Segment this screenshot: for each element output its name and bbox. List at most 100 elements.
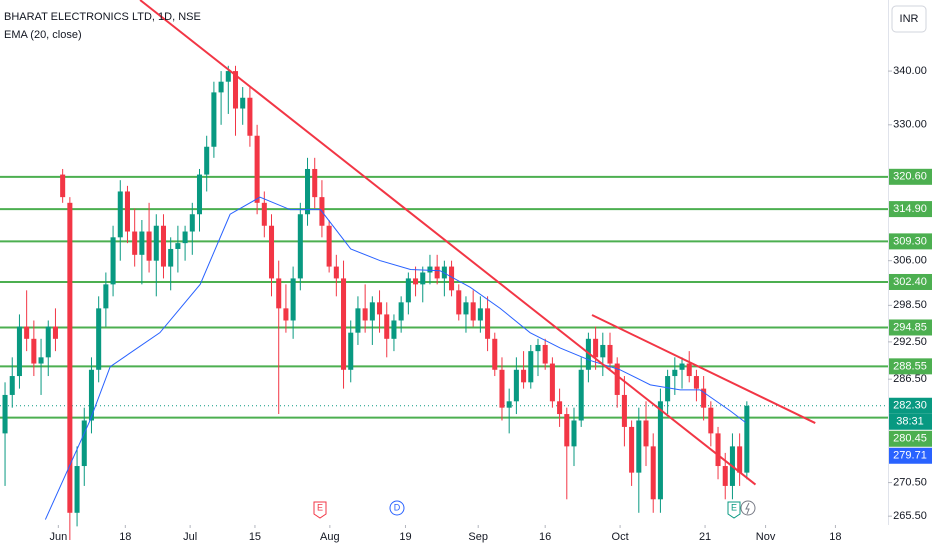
candle-body (506, 401, 512, 408)
countdown-tag-text: 38:31 (896, 416, 924, 428)
candle-body (326, 225, 332, 267)
candle-body (665, 376, 671, 402)
level-tag-text: 294.85 (893, 321, 927, 333)
candle-body (81, 420, 87, 467)
price-tag (889, 397, 932, 414)
level-tag-text: 309.30 (893, 235, 927, 247)
x-tick-label: 18 (119, 531, 131, 543)
level-tag (889, 273, 932, 290)
y-tick-label: 330.00 (893, 119, 927, 131)
candle-body (2, 394, 8, 434)
candle-body (297, 214, 303, 279)
x-tick-label: 18 (829, 531, 841, 543)
candle-body (369, 302, 375, 321)
currency-label: INR (900, 13, 919, 25)
candle-body (333, 266, 339, 279)
candle-body (9, 376, 15, 395)
candle-body (405, 278, 411, 303)
event-label: D (394, 502, 401, 512)
level-tag (889, 233, 932, 250)
level-tag-text: 314.90 (893, 203, 927, 215)
ema-tag-text: 279.71 (893, 450, 927, 462)
candle-body (614, 363, 620, 395)
candle-body (341, 278, 347, 370)
indicator-label: EMA (20, close) (4, 29, 82, 41)
event-label: E (317, 502, 323, 512)
candle-body (348, 332, 354, 370)
candle-body (686, 363, 692, 377)
candle-body (542, 344, 548, 364)
level-tag (889, 168, 932, 185)
candle-body (722, 466, 728, 486)
candle-body (16, 326, 22, 377)
candle-body (701, 388, 707, 408)
trendline (591, 314, 816, 424)
candle-body (196, 174, 203, 215)
x-tick-label: Aug (320, 531, 340, 543)
candle-body (160, 225, 167, 267)
candle-body (737, 446, 743, 473)
candle-body (67, 202, 73, 513)
candle-body (521, 369, 527, 383)
candle-body (88, 369, 94, 421)
event-icon[interactable]: D (389, 500, 405, 516)
level-tag-text: 288.55 (893, 360, 927, 372)
candle-body (578, 369, 584, 421)
candle-body (117, 191, 123, 238)
candle-body (96, 308, 102, 370)
trendline (139, 0, 757, 486)
candle-body (232, 71, 239, 109)
candle-body (377, 302, 383, 315)
candle-body (693, 376, 699, 389)
candle-body (261, 202, 267, 226)
level-tag (889, 430, 932, 447)
candle-body (499, 369, 505, 408)
level-tag (889, 319, 932, 336)
y-tick-label: 298.50 (893, 299, 927, 311)
candle-body (715, 433, 721, 467)
candle-body (593, 338, 599, 358)
y-tick-label: 306.00 (893, 255, 927, 267)
candle-body (290, 278, 296, 321)
plot (0, 0, 888, 541)
candle-body (398, 302, 404, 321)
candle-body (621, 394, 627, 427)
candle-body (168, 248, 174, 267)
candle-body (225, 71, 231, 82)
x-tick-label: 16 (539, 531, 551, 543)
x-tick-label: 15 (249, 531, 261, 543)
level-tag (889, 201, 932, 218)
x-tick-label: Oct (612, 531, 629, 543)
level-tag-text: 280.45 (893, 433, 927, 445)
x-tick-label: 19 (399, 531, 411, 543)
candle-body (571, 420, 577, 447)
candle-body (650, 446, 656, 500)
candle-body (204, 146, 210, 175)
event-label: E (731, 502, 737, 512)
event-icon[interactable]: E (313, 501, 327, 519)
candle-body (182, 231, 188, 244)
candle-body (268, 225, 275, 279)
y-tick-label: 270.50 (893, 476, 927, 488)
split-icon (740, 500, 756, 516)
candle-body (427, 266, 433, 273)
candle-body (103, 284, 109, 309)
currency-button[interactable] (891, 5, 927, 33)
event-icon[interactable] (740, 500, 756, 516)
candle-body (240, 97, 246, 109)
candle-body (679, 363, 685, 370)
candle-body (744, 405, 750, 473)
candle-body (175, 243, 181, 249)
y-tick-label: 292.50 (893, 336, 927, 348)
candle-body (564, 414, 570, 447)
candle-body (657, 401, 663, 500)
symbol-title: BHARAT ELECTRONICS LTD, 1D, NSE (4, 11, 201, 23)
y-tick-label: 340.00 (893, 65, 927, 77)
candle-body (355, 308, 361, 333)
candle-body (384, 314, 390, 339)
candle-body (391, 320, 397, 339)
event-icon[interactable]: E (727, 501, 741, 519)
candle-body (434, 266, 440, 279)
